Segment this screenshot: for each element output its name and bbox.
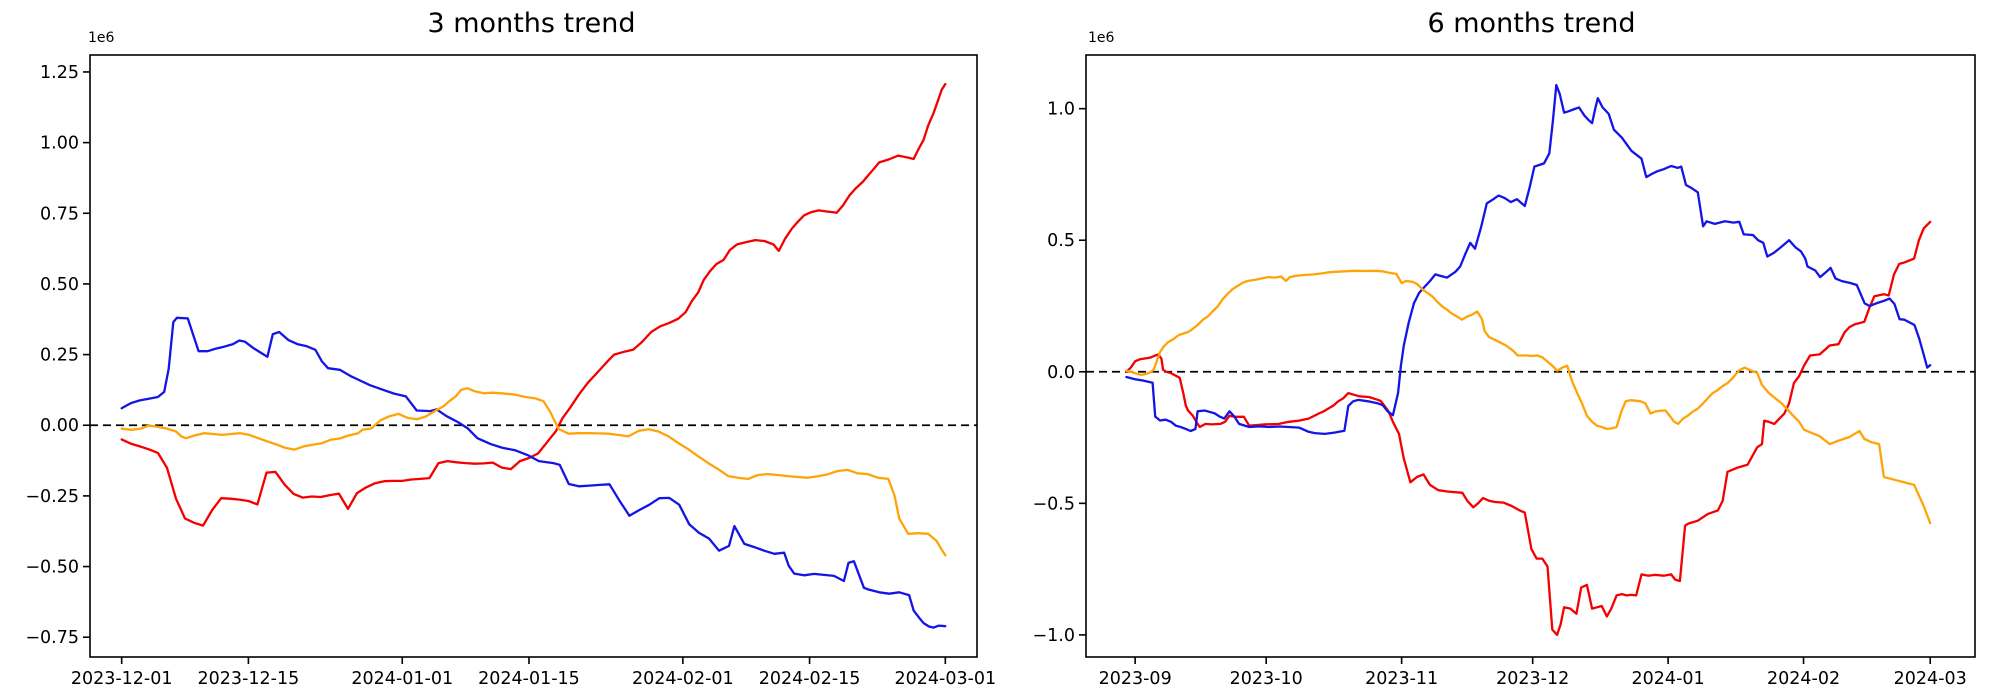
y-tick-label: 1.25 (40, 63, 79, 83)
series-line-blue (1125, 83, 1932, 436)
y-tick-label: −0.5 (1033, 494, 1076, 514)
y-tick-label: 0.50 (40, 275, 79, 295)
y-axis-exponent-label-right: 1e6 (1088, 30, 1115, 46)
chart-title-6-months: 6 months trend (1427, 8, 1636, 39)
x-tick-label: 2024-02-01 (632, 669, 734, 689)
x-tick-label: 2023-12-01 (71, 669, 173, 689)
y-axis-exponent-label-left: 1e6 (88, 30, 115, 46)
chart-6-months-trend: 6 months trend 1e6 2023-09 2023-10 2023-11… (1000, 0, 2000, 700)
series-line-red (1125, 220, 1932, 637)
series-line-red (120, 82, 947, 527)
y-tick-label: 0.0 (1047, 363, 1075, 383)
x-tick-label: 2023-10 (1230, 669, 1303, 689)
plot-area-6-months: 2023-09 2023-10 2023-11 2023-12 2024-01 2024-… (1033, 54, 1976, 689)
x-tick-label: 2023-12 (1496, 669, 1569, 689)
axes-spines (1085, 54, 1976, 658)
y-tick-label: 0.75 (40, 204, 79, 224)
x-tick-label: 2023-12-15 (198, 669, 300, 689)
y-tick-label: 0.00 (40, 416, 79, 436)
series-line-blue (120, 316, 947, 629)
chart-3-months-trend: 3 months trend 1e6 2023-12-01 2023-12-15 2… (25, 8, 996, 689)
plot-area-3-months: 2023-12-01 2023-12-15 2024-01-01 2024-01-15… (25, 54, 996, 689)
x-tick-label: 2024-02 (1767, 669, 1840, 689)
y-tick-label: −1.0 (1033, 626, 1076, 646)
x-tick-label: 2024-03 (1894, 669, 1967, 689)
y-tick-label: −0.75 (25, 628, 79, 648)
x-tick-label: 2024-01-01 (351, 669, 453, 689)
y-tick-label: 1.0 (1047, 100, 1075, 120)
x-tick-label: 2024-01-15 (478, 669, 580, 689)
x-tick-label: 2024-03-01 (894, 669, 996, 689)
x-tick-label: 2024-02-15 (759, 669, 861, 689)
x-tick-label: 2024-01 (1632, 669, 1705, 689)
x-tick-label: 2023-11 (1365, 669, 1438, 689)
y-tick-label: 0.5 (1047, 231, 1075, 251)
y-tick-label: 0.25 (40, 346, 79, 366)
series-line-orange (120, 387, 947, 557)
axes-spines (89, 54, 978, 658)
x-tick-label: 2023-09 (1099, 669, 1172, 689)
y-tick-label: −0.25 (25, 487, 79, 507)
chart-title-3-months: 3 months trend (427, 8, 636, 39)
series-line-orange (1125, 269, 1932, 525)
y-tick-label: −0.50 (25, 558, 79, 578)
y-tick-label: 1.00 (40, 134, 79, 154)
